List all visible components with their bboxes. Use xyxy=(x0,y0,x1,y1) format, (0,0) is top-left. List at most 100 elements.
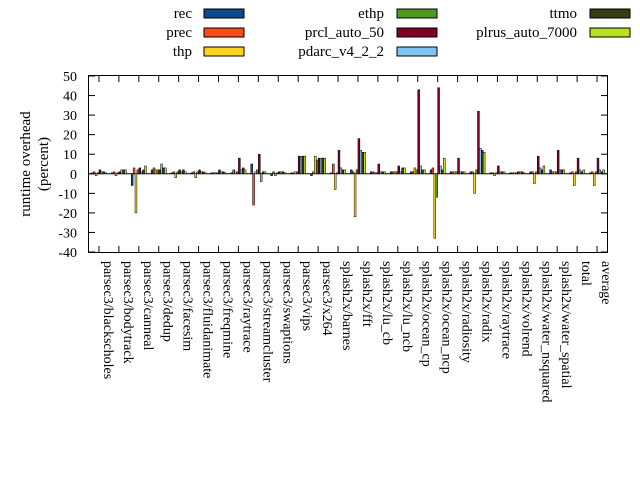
x-tick-label: splash2x/volrend xyxy=(518,261,533,357)
y-axis-label: runtime overhead (percent) xyxy=(18,111,52,217)
y-tick-label: 50 xyxy=(63,70,77,85)
bar-pdarc_v4_2_2-splash2x-ocean-ncp xyxy=(439,165,442,175)
bar-pdarc_v4_2_2-parsec3-x264 xyxy=(319,157,323,175)
x-tick-label: average xyxy=(598,261,613,305)
bar-ttmo-splash2x-water-spatial xyxy=(560,169,564,175)
bar-ethp-splash2x-raytrace xyxy=(495,172,498,175)
x-tick-label: splash2x/water_spatial xyxy=(558,261,573,389)
bar-plrus_auto_7000-average xyxy=(602,169,605,175)
bar-ethp-parsec3-fluidanimate xyxy=(196,171,199,175)
x-tick-label: splash2x/lu_cb xyxy=(379,261,394,345)
bar-prcl_auto_50-splash2x-volrend xyxy=(517,171,520,175)
bar-ttmo-splash2x-ocean-ncp xyxy=(441,169,444,175)
bar-prcl_auto_50-splash2x-ocean-ncp xyxy=(437,87,440,175)
legend: rec prec thp ethp prcl_auto_50 pdarc_v4_2_2 tt… xyxy=(166,6,631,60)
bar-plrus_auto_7000-splash2x-lu-ncb xyxy=(403,167,406,175)
bar-plrus_auto_7000-splash2x-water-nsquared xyxy=(542,165,546,175)
bar-thp-parsec3-x264 xyxy=(314,155,317,175)
bar-pdarc_v4_2_2-splash2x-barnes xyxy=(339,167,343,175)
x-tick-label: splash2x/fft xyxy=(359,261,374,327)
bar-prec-parsec3-bodytrack xyxy=(112,171,116,175)
legend-swatch-prec xyxy=(203,27,245,38)
bar-pdarc_v4_2_2-total xyxy=(578,169,582,175)
bar-ethp-parsec3-vips xyxy=(296,171,299,175)
bar-pdarc_v4_2_2-splash2x-lu-ncb xyxy=(399,171,402,175)
bar-plrus_auto_7000-parsec3-vips xyxy=(303,155,307,175)
y-tick-label: 20 xyxy=(63,129,77,144)
bar-rec-parsec3-swaptions xyxy=(270,173,273,176)
bar-ethp-parsec3-canneal xyxy=(136,169,140,175)
bar-ttmo-parsec3-dedup xyxy=(162,167,165,175)
bar-plrus_auto_7000-splash2x-ocean-cp xyxy=(423,169,426,175)
bar-rec-splash2x-lu-cb xyxy=(370,171,373,175)
bars xyxy=(91,87,605,239)
legend-swatch-ttmo xyxy=(589,8,631,19)
bar-ethp-splash2x-ocean-ncp xyxy=(435,173,438,198)
bar-pdarc_v4_2_2-parsec3-dedup xyxy=(160,163,163,175)
bar-thp-parsec3-bodytrack xyxy=(114,173,118,176)
bar-rec-parsec3-freqmine xyxy=(210,172,214,175)
bar-rec-splash2x-ocean-ncp xyxy=(429,169,433,175)
bar-pdarc_v4_2_2-average xyxy=(598,169,602,175)
bar-rec-parsec3-bodytrack xyxy=(111,172,114,175)
legend-label-rec: rec xyxy=(174,6,193,22)
bar-ethp-splash2x-lu-cb xyxy=(375,172,379,175)
bar-plrus_auto_7000-splash2x-raytrace xyxy=(502,171,506,175)
bar-ttmo-parsec3-blackscholes xyxy=(102,171,105,175)
legend-swatch-prcl_auto_50 xyxy=(396,27,438,38)
bar-prcl_auto_50-parsec3-facesim xyxy=(178,169,181,175)
bar-plrus_auto_7000-parsec3-facesim xyxy=(184,171,187,175)
bar-prcl_auto_50-splash2x-water-spatial xyxy=(556,150,560,175)
y-tick-label: -40 xyxy=(58,246,77,261)
x-ticks: parsec3/blackscholes parsec3/bodytrack par… xyxy=(98,76,613,403)
bar-prcl_auto_50-parsec3-swaptions xyxy=(278,171,281,175)
x-tick-label: splash2x/barnes xyxy=(339,261,354,350)
bar-thp-splash2x-radiosity xyxy=(453,171,456,175)
bar-thp-parsec3-swaptions xyxy=(274,173,277,176)
y-axis-label-line: runtime overhead xyxy=(18,111,34,217)
bar-pdarc_v4_2_2-parsec3-freqmine xyxy=(220,171,223,175)
x-tick-label: parsec3/x264 xyxy=(319,261,334,336)
bar-ethp-splash2x-radiosity xyxy=(455,171,458,175)
bar-prcl_auto_50-parsec3-fluidanimate xyxy=(198,169,201,175)
x-tick-label: parsec3/facesim xyxy=(180,261,195,351)
bar-prcl_auto_50-parsec3-blackscholes xyxy=(98,169,102,175)
x-tick-label: splash2x/radiosity xyxy=(459,261,474,363)
bar-pdarc_v4_2_2-splash2x-lu-cb xyxy=(379,171,382,175)
bar-thp-parsec3-freqmine xyxy=(214,172,217,175)
bar-plrus_auto_7000-parsec3-fluidanimate xyxy=(204,172,207,175)
bar-ttmo-parsec3-swaptions xyxy=(281,171,285,175)
bar-ttmo-parsec3-fluidanimate xyxy=(202,171,205,175)
bar-thp-splash2x-water-nsquared xyxy=(533,173,536,184)
bar-rec-parsec3-fluidanimate xyxy=(190,172,194,175)
bar-thp-splash2x-ocean-cp xyxy=(413,167,417,175)
bar-prec-splash2x-radiosity xyxy=(451,171,455,175)
bar-prcl_auto_50-parsec3-vips xyxy=(297,155,301,175)
bar-ttmo-splash2x-fft xyxy=(361,152,364,175)
bar-rec-total xyxy=(569,172,572,175)
bar-prcl_auto_50-splash2x-lu-ncb xyxy=(397,165,400,175)
bar-prcl_auto_50-splash2x-water-nsquared xyxy=(537,155,540,175)
bar-pdarc_v4_2_2-splash2x-radiosity xyxy=(459,171,462,175)
bar-prcl_auto_50-parsec3-streamcluster xyxy=(258,153,261,175)
bar-prec-parsec3-facesim xyxy=(172,171,176,175)
legend-label-prec: prec xyxy=(166,25,192,41)
bar-thp-total xyxy=(573,173,576,186)
bar-prcl_auto_50-parsec3-x264 xyxy=(317,157,321,175)
bar-ethp-parsec3-x264 xyxy=(315,159,319,175)
bar-prec-splash2x-water-nsquared xyxy=(531,171,534,175)
bar-thp-parsec3-blackscholes xyxy=(94,173,98,176)
bar-pdarc_v4_2_2-parsec3-streamcluster xyxy=(259,173,263,182)
bar-ethp-average xyxy=(594,171,598,175)
bar-ethp-splash2x-water-nsquared xyxy=(535,171,538,175)
bar-ethp-splash2x-lu-ncb xyxy=(395,171,399,175)
bar-ttmo-parsec3-raytrace xyxy=(241,167,245,175)
bar-thp-splash2x-ocean-ncp xyxy=(433,173,437,239)
y-tick-label: 30 xyxy=(63,109,77,124)
bar-rec-parsec3-x264 xyxy=(310,173,313,176)
bar-pdarc_v4_2_2-splash2x-volrend xyxy=(518,171,522,175)
legend-label-plrus_auto_7000: plrus_auto_7000 xyxy=(476,25,577,41)
bar-pdarc_v4_2_2-parsec3-blackscholes xyxy=(100,171,104,175)
bar-prcl_auto_50-total xyxy=(576,157,580,175)
bar-prec-splash2x-fft xyxy=(352,171,355,175)
